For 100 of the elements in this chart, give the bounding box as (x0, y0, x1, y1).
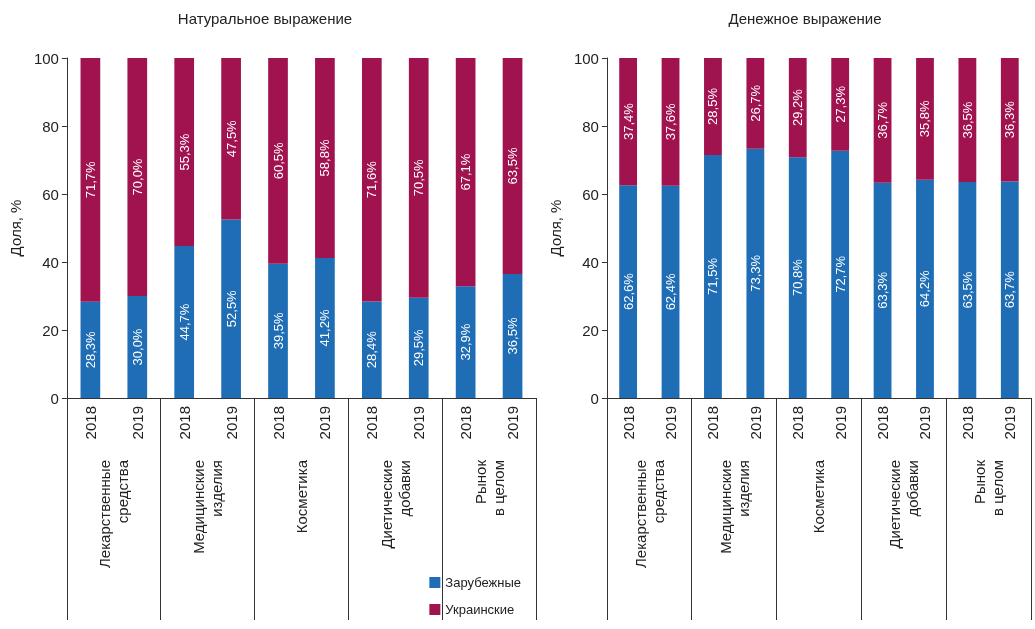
y-tick-label: 40 (42, 253, 59, 271)
legend-label: Украинские (445, 602, 515, 617)
x-tick-label: 2018 (269, 406, 287, 440)
data-label: 71,5% (705, 257, 721, 295)
x-tick-label: 2019 (128, 406, 146, 440)
data-label: 70,0% (129, 158, 145, 196)
bar (268, 58, 288, 264)
bar (619, 58, 638, 186)
data-label: 32,9% (458, 323, 474, 361)
x-tick-label: 2018 (789, 406, 807, 440)
data-label: 41,2% (317, 309, 333, 347)
data-label: 35,8% (917, 100, 933, 138)
data-label: 70,5% (411, 158, 427, 197)
y-tick-label: 60 (582, 185, 599, 203)
legend-label: Зарубежные (445, 575, 522, 590)
bar (958, 58, 977, 183)
data-label: 28,3% (82, 331, 98, 369)
text: Медицинские изделия (716, 460, 752, 554)
x-tick-label: 2018 (619, 406, 637, 440)
text: Косметика (292, 459, 310, 534)
bar (916, 58, 934, 180)
data-label: 28,5% (705, 87, 721, 125)
y-axis-title: Доля, % (547, 199, 564, 257)
text: Диетические добавки (886, 460, 922, 549)
x-tick-label: 2019 (746, 406, 764, 440)
bar (361, 301, 382, 398)
text: Диетические добавки (377, 460, 413, 549)
bar (221, 219, 241, 398)
data-label: 30,0% (129, 328, 145, 366)
data-label: 36,5% (959, 101, 975, 139)
bar (80, 58, 101, 302)
data-label: 28,4% (364, 330, 380, 369)
bar (788, 157, 807, 398)
x-tick-label: 2019 (831, 406, 849, 440)
data-label: 29,2% (790, 88, 806, 127)
data-label: 36,3% (1002, 100, 1018, 139)
bar (408, 58, 429, 298)
bar (127, 58, 148, 296)
data-label: 72,7% (832, 255, 848, 293)
data-label: 63,7% (1002, 270, 1018, 309)
x-tick-label: 2019 (1001, 406, 1019, 440)
data-label: 36,5% (505, 317, 521, 355)
bar (221, 58, 241, 220)
x-tick-label: 2019 (222, 406, 240, 440)
data-label: 63,5% (505, 147, 521, 185)
data-label: 71,7% (82, 161, 98, 199)
bar (315, 58, 335, 258)
x-tick-label: 2019 (916, 406, 934, 440)
bar (315, 257, 335, 398)
bar (502, 58, 523, 274)
bar (704, 154, 722, 398)
data-label: 47,5% (223, 119, 239, 158)
y-tick-label: 0 (50, 389, 59, 407)
y-tick-label: 100 (573, 49, 599, 67)
data-label: 64,2% (917, 270, 933, 308)
x-tick-label: 2018 (363, 406, 381, 440)
data-label: 60,5% (270, 141, 286, 180)
data-label: 39,5% (270, 311, 286, 350)
x-tick-label: 2018 (704, 406, 722, 440)
x-tick-label: 2018 (81, 406, 99, 440)
data-label: 55,3% (176, 133, 192, 171)
y-tick-label: 20 (42, 321, 59, 339)
data-label: 37,6% (663, 103, 679, 141)
y-tick-label: 60 (42, 185, 59, 203)
bar (958, 182, 977, 398)
data-label: 63,5% (959, 271, 975, 309)
x-tick-label: 2018 (958, 406, 976, 440)
bar (361, 58, 382, 302)
y-tick-label: 40 (582, 253, 599, 271)
bar (455, 58, 476, 287)
bar (1000, 58, 1019, 182)
data-label: 71,6% (364, 160, 380, 199)
chart-title: Денежное выражение (728, 10, 882, 27)
data-label: 63,3% (875, 271, 891, 309)
chart-title: Натуральное выражение (177, 10, 353, 27)
y-tick-label: 100 (33, 49, 59, 67)
data-label: 58,8% (317, 139, 333, 177)
data-label: 27,3% (832, 85, 848, 123)
bar (788, 58, 807, 158)
bar (268, 263, 288, 398)
data-label: 44,7% (176, 303, 192, 341)
y-tick-label: 0 (590, 389, 599, 407)
data-label: 29,5% (411, 328, 427, 367)
bar (408, 297, 429, 398)
data-label: 73,3% (747, 254, 763, 292)
data-label: 36,7% (875, 101, 891, 139)
y-tick-label: 80 (42, 117, 59, 135)
text: Лекарственные средства (631, 459, 667, 568)
x-tick-label: 2019 (504, 406, 522, 440)
x-tick-label: 2018 (175, 406, 193, 440)
bar (1000, 181, 1019, 398)
x-tick-label: 2018 (874, 406, 892, 440)
x-tick-label: 2019 (662, 406, 680, 440)
text: Медицинские изделия (190, 460, 226, 554)
bar (831, 58, 850, 151)
data-label: 37,4% (620, 102, 636, 141)
bar (619, 185, 638, 398)
data-label: 67,1% (458, 153, 474, 191)
y-axis-title: Доля, % (7, 199, 24, 257)
bar (127, 296, 148, 398)
